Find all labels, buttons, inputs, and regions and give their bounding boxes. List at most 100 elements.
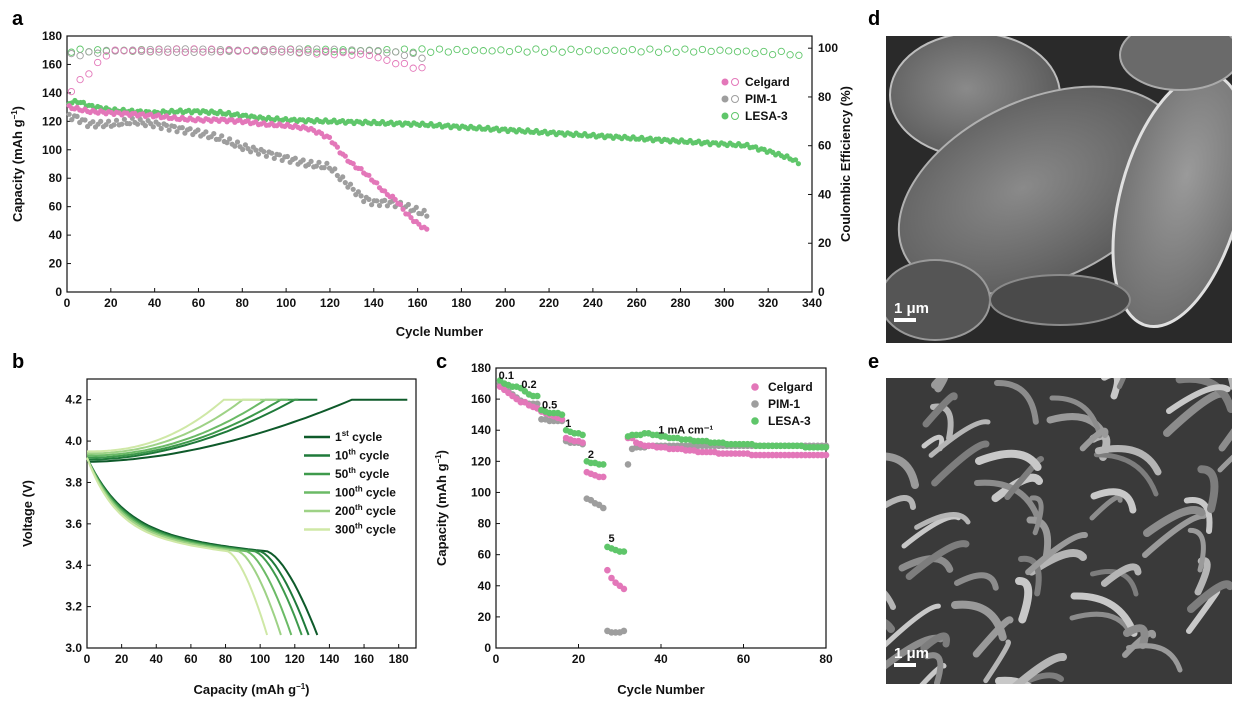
ce-point-celgard xyxy=(234,47,242,55)
sem-fiber xyxy=(1123,624,1149,650)
capacity-point-pim-1 xyxy=(369,202,375,208)
sem-fiber xyxy=(886,603,941,648)
ce-point-lesa-3 xyxy=(593,47,601,55)
ce-point-lesa-3 xyxy=(94,46,102,54)
discharge-curve xyxy=(86,457,303,636)
ce-point-pim-1 xyxy=(286,48,295,56)
ce-point-lesa-3 xyxy=(786,51,794,59)
sem-fiber xyxy=(1070,592,1138,637)
sem-fiber xyxy=(931,378,948,393)
sem-fiber xyxy=(1187,580,1232,613)
sem-fiber xyxy=(886,452,919,489)
ce-point-lesa-3 xyxy=(321,45,330,53)
rate-label: 1 xyxy=(565,418,571,430)
y-tick-label: 180 xyxy=(471,361,491,375)
ce-point-lesa-3 xyxy=(760,47,768,56)
ce-point-pim-1 xyxy=(383,49,391,57)
x-tick-label: 20 xyxy=(104,296,118,310)
panel-label-e: e xyxy=(868,351,879,373)
ce-point-pim-1 xyxy=(216,45,225,54)
rate-point-celgard xyxy=(620,585,628,593)
sem-fiber xyxy=(1126,643,1183,673)
y-tick-label: 3.6 xyxy=(65,517,82,531)
capacity-point-lesa-3 xyxy=(795,161,802,167)
ce-point-pim-1 xyxy=(278,45,286,53)
plot-frame xyxy=(86,378,417,649)
capacity-point-pim-1 xyxy=(413,204,419,210)
ce-point-lesa-3 xyxy=(716,46,724,54)
y2-tick-label: 100 xyxy=(818,41,838,55)
ce-point-lesa-3 xyxy=(514,45,523,53)
legend-label: 100th cycle xyxy=(335,485,396,500)
sem-fiber xyxy=(1197,465,1219,513)
capacity-point-pim-1 xyxy=(255,151,262,157)
ce-point-lesa-3 xyxy=(602,46,610,55)
capacity-point-pim-1 xyxy=(421,207,427,213)
capacity-point-celgard xyxy=(366,172,372,178)
sem-fiber xyxy=(983,639,1012,684)
capacity-point-pim-1 xyxy=(347,181,354,187)
ce-point-celgard xyxy=(383,56,391,64)
scale-bar-d: 1 μm xyxy=(894,300,929,322)
capacity-point-pim-1 xyxy=(203,129,209,135)
ce-point-celgard xyxy=(190,45,198,53)
ce-point-celgard xyxy=(137,46,146,54)
capacity-point-pim-1 xyxy=(350,186,356,192)
ce-point-pim-1 xyxy=(365,47,374,55)
ce-point-celgard xyxy=(120,47,128,55)
x-tick-label: 60 xyxy=(184,652,198,666)
sem-fiber xyxy=(1217,454,1232,473)
ce-point-pim-1 xyxy=(356,47,365,55)
ce-point-pim-1 xyxy=(155,48,163,56)
ce-point-celgard xyxy=(418,64,426,72)
ce-point-lesa-3 xyxy=(400,45,409,53)
sem-fiber xyxy=(1100,378,1121,400)
ce-point-celgard xyxy=(409,64,417,72)
legend-label: PIM-1 xyxy=(745,92,777,106)
capacity-point-lesa-3 xyxy=(80,99,86,105)
y2-tick-label: 80 xyxy=(818,90,832,104)
capacity-point-pim-1 xyxy=(82,117,88,123)
x-tick-label: 200 xyxy=(495,296,515,310)
ce-point-lesa-3 xyxy=(330,48,338,56)
sem-fiber xyxy=(1014,672,1064,684)
x-tick-label: 140 xyxy=(364,296,384,310)
ce-point-lesa-3 xyxy=(541,48,549,56)
sem-fiber xyxy=(920,632,950,652)
capacity-point-pim-1 xyxy=(119,121,125,127)
legend-label: 50th cycle xyxy=(335,466,390,481)
capacity-point-celgard xyxy=(400,206,406,212)
ce-point-celgard xyxy=(146,47,154,56)
ce-point-lesa-3 xyxy=(672,48,680,56)
rate-label: 5 xyxy=(608,533,614,545)
rate-label: 1 mA cm⁻¹ xyxy=(658,424,713,436)
x-tick-label: 60 xyxy=(737,652,751,666)
ce-point-lesa-3 xyxy=(427,48,435,56)
ce-point-lesa-3 xyxy=(383,45,391,54)
x-axis-label: Cycle Number xyxy=(617,682,704,697)
capacity-point-pim-1 xyxy=(361,198,367,205)
capacity-point-celgard xyxy=(408,215,414,221)
capacity-point-pim-1 xyxy=(150,124,156,130)
ce-point-pim-1 xyxy=(67,49,76,58)
ce-point-celgard xyxy=(269,46,277,54)
ce-point-lesa-3 xyxy=(628,45,636,54)
ce-point-celgard xyxy=(392,60,400,68)
ce-point-pim-1 xyxy=(374,47,382,55)
x-tick-label: 140 xyxy=(319,652,339,666)
legend-label: 1st cycle xyxy=(335,429,383,444)
capacity-point-pim-1 xyxy=(342,180,348,186)
ce-point-celgard xyxy=(102,52,111,60)
ce-point-celgard xyxy=(304,46,312,54)
rate-point-celgard xyxy=(822,451,830,459)
ce-point-pim-1 xyxy=(392,48,400,56)
ce-point-lesa-3 xyxy=(681,45,689,53)
ce-point-celgard xyxy=(85,70,93,78)
ce-point-celgard xyxy=(251,46,260,55)
ce-point-celgard xyxy=(199,48,207,56)
x-tick-label: 0 xyxy=(64,296,71,310)
legend-marker-filled xyxy=(721,78,729,86)
capacity-point-pim-1 xyxy=(242,142,248,148)
x-axis-label: Cycle Number xyxy=(396,324,483,339)
legend-label: 10th cycle xyxy=(335,448,390,463)
